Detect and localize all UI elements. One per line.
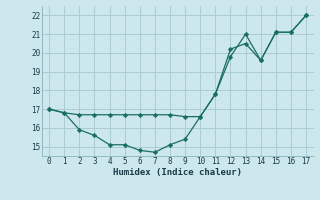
X-axis label: Humidex (Indice chaleur): Humidex (Indice chaleur) bbox=[113, 168, 242, 177]
